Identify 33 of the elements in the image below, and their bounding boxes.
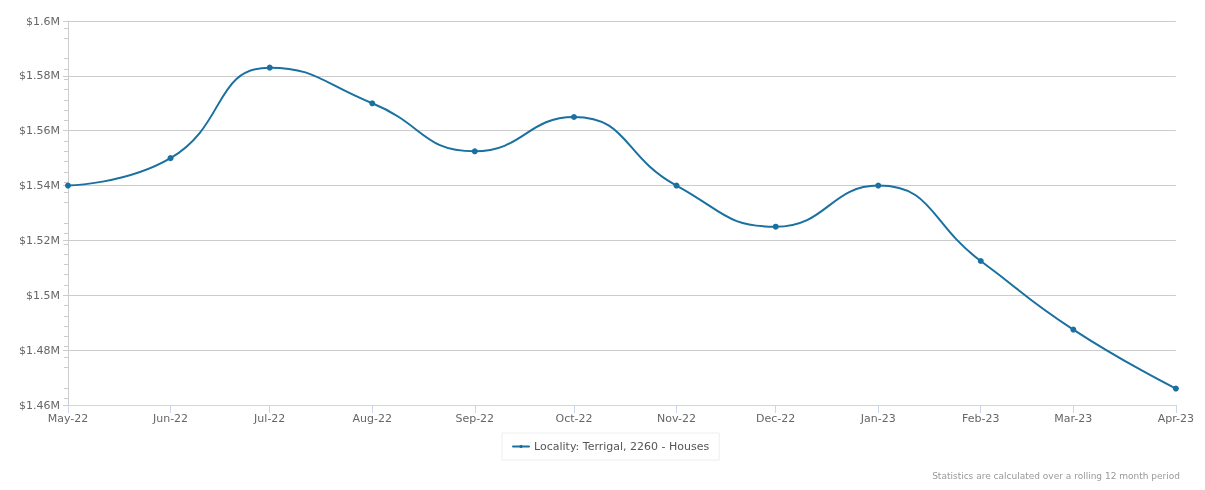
y-tick-label: $1.46M: [19, 398, 60, 412]
y-tick-label: $1.54M: [19, 179, 60, 193]
point: [772, 223, 779, 230]
point: [1172, 385, 1179, 392]
point: [369, 100, 376, 107]
x-tick-label: May-22: [47, 412, 89, 425]
x-tick-label: Jul-22: [253, 412, 286, 425]
point: [471, 148, 478, 155]
point: [266, 64, 273, 71]
x-tick-label: Apr-23: [1157, 412, 1194, 425]
x-tick-label: Sep-22: [455, 412, 495, 425]
point: [1070, 326, 1077, 333]
point: [167, 155, 174, 162]
x-tick-label: Mar-23: [1054, 412, 1093, 425]
x-tick-label: Nov-22: [656, 412, 697, 425]
legend-label: Locality: Terrigal, 2260 - Houses: [534, 440, 710, 453]
y-tick-label: $1.5M: [26, 288, 60, 302]
y-tick-label: $1.58M: [19, 69, 60, 83]
x-tick-label: Oct-22: [555, 412, 593, 425]
x-tick-label: Aug-22: [352, 412, 392, 425]
x-tick-label: Dec-22: [756, 412, 796, 425]
y-tick-label: $1.6M: [26, 14, 60, 28]
text: Statistics are calculated over a rolling 12 month period: [932, 470, 1181, 481]
x-tick-label: Jan-23: [859, 412, 896, 425]
y-tick-label: $1.56M: [19, 124, 60, 138]
x-tick-label: Jun-22: [151, 412, 189, 425]
point: [977, 258, 984, 264]
y-tick-label: $1.48M: [19, 343, 60, 357]
point: [875, 182, 882, 189]
y-tick-label: $1.52M: [19, 233, 60, 247]
point: [673, 182, 680, 189]
x-tick-label: Feb-23: [962, 412, 1000, 425]
point: [570, 114, 577, 120]
